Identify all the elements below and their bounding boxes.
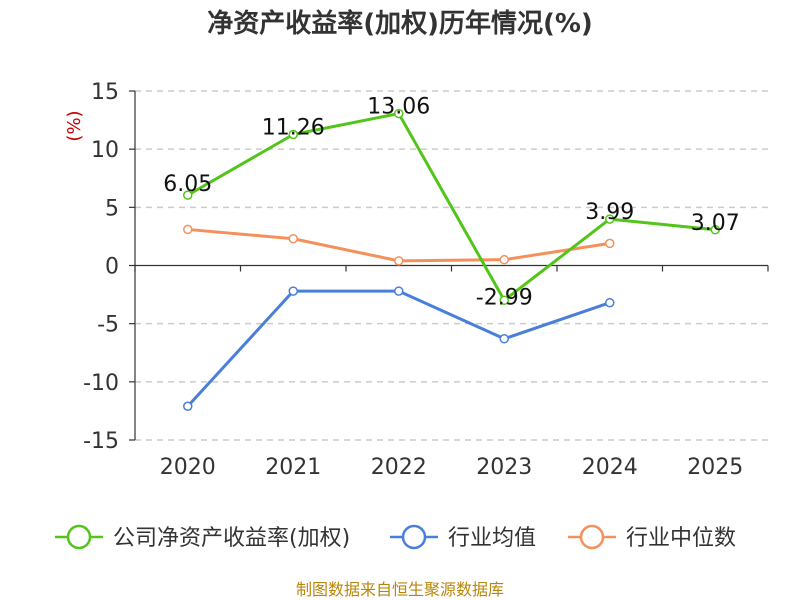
legend-label: 行业均值: [448, 526, 536, 551]
legend-label: 公司净资产收益率(加权): [113, 526, 350, 551]
data-label: 3.99: [585, 200, 634, 225]
data-point: [605, 238, 615, 249]
y-tick-label: 10: [91, 138, 119, 163]
y-tick-label: -10: [83, 371, 119, 396]
y-axis-unit: (%): [64, 110, 85, 141]
legend-marker-icon: [579, 524, 605, 550]
chart-title: 净资产收益率(加权)历年情况(%): [207, 8, 593, 39]
axes: 15 10 5 0 -5 -10 -15 2020 2021 2022 2023 2024 2025: [83, 80, 769, 480]
data-point: [499, 295, 509, 306]
y-tick-label: 5: [105, 196, 119, 221]
data-point: [605, 214, 615, 224]
data-point: [499, 334, 509, 344]
y-tick-label: -15: [83, 429, 119, 454]
data-label: 13.06: [367, 95, 430, 120]
data-point: [394, 256, 404, 266]
data-point: [605, 297, 615, 308]
series-line: [186, 289, 611, 408]
data-label: 3.07: [691, 211, 740, 236]
data-point: [394, 108, 404, 119]
x-tick-label: 2024: [582, 455, 638, 480]
data-point: [183, 190, 193, 200]
series-line: [187, 112, 716, 302]
series-lines: [183, 108, 720, 412]
data-point: [288, 233, 298, 244]
x-tick-label: 2020: [160, 455, 216, 480]
x-tick-label: 2022: [371, 455, 427, 480]
data-label: 11.26: [262, 116, 325, 141]
legend-label: 行业中位数: [626, 526, 736, 551]
y-tick-label: 0: [105, 255, 119, 280]
data-point: [183, 401, 193, 412]
x-tick-label: 2025: [687, 455, 743, 480]
x-tick-label: 2021: [265, 455, 321, 480]
data-point: [288, 129, 298, 140]
data-label: -2.99: [476, 285, 533, 310]
data-point: [710, 225, 720, 235]
legend: 公司净资产收益率(加权) 行业均值 行业中位数: [55, 524, 736, 551]
data-point: [394, 286, 404, 296]
data-label: 6.05: [163, 172, 212, 197]
data-point: [288, 286, 298, 296]
data-point: [499, 254, 509, 265]
y-tick-label: 15: [91, 80, 119, 105]
data-point: [183, 224, 193, 235]
source-note: 制图数据来自恒生聚源数据库: [296, 580, 504, 599]
y-tick-label: -5: [97, 313, 119, 338]
data-labels: 6.05 11.26 13.06 -2.99 3.99 3.07: [163, 95, 739, 311]
legend-marker-icon: [401, 524, 427, 550]
legend-marker-icon: [66, 524, 92, 550]
x-tick-label: 2023: [476, 455, 532, 480]
